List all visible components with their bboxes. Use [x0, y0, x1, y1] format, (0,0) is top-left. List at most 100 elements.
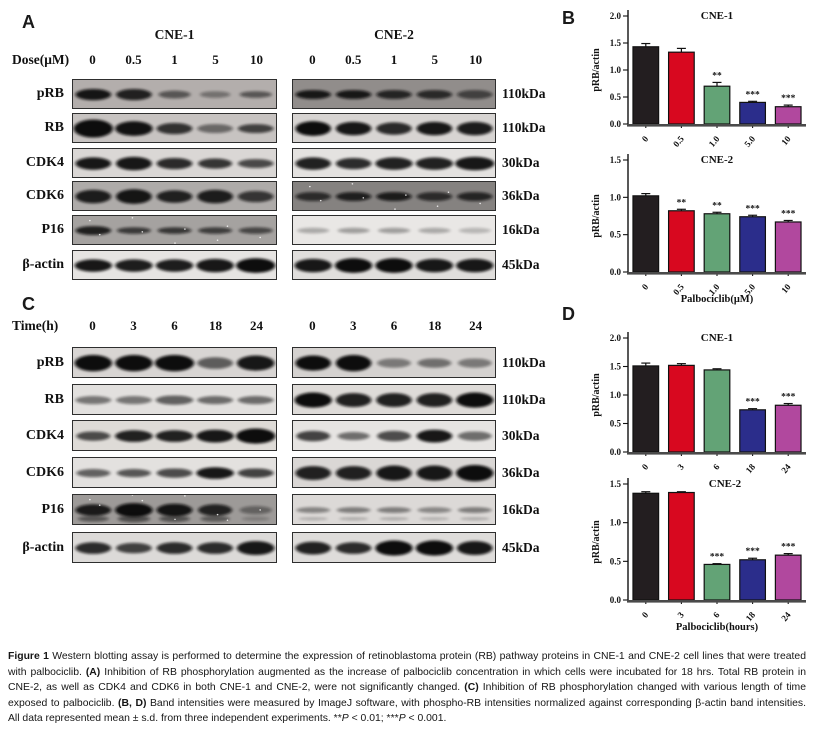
figure-caption: Figure 1 Western blotting assay is perfo…	[8, 649, 806, 727]
panel-a-cne1-title: CNE-1	[154, 27, 195, 42]
svg-text:2.0: 2.0	[610, 11, 622, 21]
lane-label-c-left-2: 6	[171, 318, 178, 333]
svg-text:0.5: 0.5	[610, 92, 622, 102]
panel-a-label: A	[22, 12, 35, 32]
panel-c-lane-header: Time(h)	[12, 318, 59, 333]
protein-label-a-cdk6: CDK6	[25, 188, 64, 203]
lane-label-c-left-3: 18	[209, 318, 222, 333]
protein-label-c-p16: P16	[41, 502, 64, 517]
lane-label-c-right-4: 24	[469, 318, 483, 333]
blot-c-prb-cne1	[72, 347, 277, 378]
caption-segment-0: Figure 1	[8, 651, 49, 662]
kda-label-c-cdk6: 36kDa	[502, 465, 540, 480]
svg-text:3: 3	[675, 609, 686, 619]
blot-a-cdk4-cne1-image	[73, 149, 276, 177]
blot-c-rb-cne2-image	[293, 385, 495, 414]
panel-b-label: B	[562, 8, 575, 28]
svg-text:1.0: 1.0	[610, 518, 622, 528]
lane-label-a-right-0: 0	[309, 52, 316, 67]
svg-text:***: ***	[745, 398, 760, 408]
protein-label-c-b-actin: β-actin	[22, 540, 64, 555]
blot-c-cdk4-cne2-image	[293, 421, 495, 450]
blot-a-p16-cne2	[292, 215, 496, 245]
svg-text:10: 10	[779, 133, 793, 147]
svg-text:0.0: 0.0	[610, 119, 622, 129]
kda-label-c-cdk4: 30kDa	[502, 428, 540, 443]
svg-text:1.0: 1.0	[610, 390, 622, 400]
blot-c-rb-cne2	[292, 384, 496, 415]
blot-c-cdk6-cne2	[292, 457, 496, 488]
svg-text:1.5: 1.5	[610, 38, 622, 48]
blot-c-b-actin-cne2	[292, 532, 496, 563]
svg-text:1.5: 1.5	[610, 479, 622, 489]
caption-segment-11: < 0.001.	[405, 713, 447, 725]
blot-c-p16-cne1	[72, 494, 277, 525]
svg-text:**: **	[712, 71, 722, 81]
svg-text:3: 3	[675, 461, 686, 471]
lane-label-c-left-1: 3	[130, 318, 137, 333]
blot-c-b-actin-cne1-image	[73, 533, 276, 562]
protein-label-c-cdk6: CDK6	[25, 465, 64, 480]
protein-label-a-rb: RB	[44, 120, 64, 135]
kda-label-a-b-actin: 45kDa	[502, 257, 540, 272]
svg-text:0.0: 0.0	[610, 267, 622, 277]
blot-c-prb-cne1-image	[73, 348, 276, 377]
blot-a-b-actin-cne1-image	[73, 251, 276, 279]
blot-a-cdk4-cne1	[72, 148, 277, 178]
blot-c-prb-cne2-image	[293, 348, 495, 377]
blot-a-cdk6-cne1	[72, 181, 277, 211]
blot-a-prb-cne2	[292, 79, 496, 109]
svg-text:1.0: 1.0	[610, 192, 622, 202]
caption-segment-2: (A)	[85, 666, 101, 678]
blot-a-b-actin-cne2	[292, 250, 496, 280]
svg-text:1.0: 1.0	[610, 65, 622, 75]
blot-a-p16-cne1	[72, 215, 277, 245]
svg-text:***: ***	[781, 543, 796, 553]
caption-segment-3: Inhibition of RB phosphorylation augment…	[8, 666, 806, 694]
blot-c-cdk4-cne2	[292, 420, 496, 451]
kda-label-c-b-actin: 45kDa	[502, 540, 540, 555]
svg-text:5.0: 5.0	[742, 133, 757, 148]
lane-label-c-right-1: 3	[349, 318, 357, 333]
blot-a-p16-cne1-image	[73, 216, 276, 244]
svg-text:**: **	[677, 198, 687, 208]
svg-text:0.5: 0.5	[610, 556, 622, 566]
svg-text:0.0: 0.0	[610, 447, 622, 457]
blot-a-b-actin-cne2-image	[293, 251, 495, 279]
svg-text:pRB/actin: pRB/actin	[591, 373, 602, 417]
blot-a-cdk6-cne2-image	[293, 182, 495, 210]
svg-text:CNE-1: CNE-1	[701, 10, 733, 22]
blot-a-cdk4-cne2-image	[293, 149, 495, 177]
blot-c-rb-cne1-image	[73, 385, 276, 414]
blot-a-cdk6-cne2	[292, 181, 496, 211]
svg-text:**: **	[712, 201, 722, 211]
protein-label-c-cdk4: CDK4	[25, 428, 64, 443]
svg-text:***: ***	[710, 553, 725, 563]
caption-segment-4: (C)	[464, 682, 479, 694]
lane-label-a-left-1: 0.5	[125, 52, 142, 67]
lane-label-a-left-2: 1	[171, 52, 178, 67]
svg-text:10: 10	[779, 281, 793, 295]
svg-text:1.5: 1.5	[610, 362, 622, 372]
svg-text:0.5: 0.5	[671, 133, 686, 148]
lane-label-c-left-0: 0	[89, 318, 96, 333]
lane-label-c-left-4: 24	[250, 318, 263, 333]
chart-b-cne2: 0.00.51.01.5pRB/actinCNE-20**0.5**1.0***…	[591, 154, 806, 305]
svg-text:24: 24	[779, 461, 793, 474]
caption-segment-6: (B, D)	[118, 697, 147, 709]
lane-label-a-right-2: 1	[390, 52, 398, 67]
blot-c-cdk4-cne1	[72, 420, 277, 451]
svg-text:pRB/actin: pRB/actin	[591, 48, 602, 92]
svg-text:pRB/actin: pRB/actin	[591, 194, 602, 238]
blot-c-cdk6-cne1	[72, 457, 277, 488]
svg-text:CNE-2: CNE-2	[709, 478, 742, 490]
caption-segment-10: P	[398, 713, 406, 725]
panel-d-label: D	[562, 304, 575, 324]
blot-a-prb-cne1-image	[73, 80, 276, 108]
svg-text:0.5: 0.5	[610, 419, 622, 429]
svg-text:1.0: 1.0	[707, 133, 722, 148]
svg-text:***: ***	[781, 94, 796, 104]
svg-text:18: 18	[744, 461, 758, 474]
caption-segment-5: Inhibition of RB phosphorylation changed…	[8, 682, 806, 709]
